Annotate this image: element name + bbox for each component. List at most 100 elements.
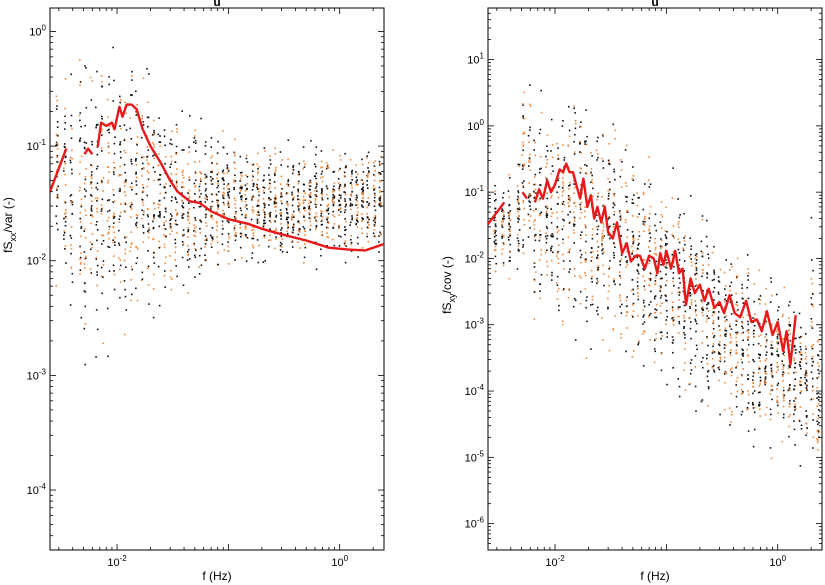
- right-scatter-point: [752, 332, 755, 335]
- left-scatter-point: [244, 206, 247, 208]
- right-scatter-point: [642, 299, 645, 302]
- right-scatter-point: [579, 142, 581, 144]
- right-scatter-point: [516, 268, 519, 270]
- right-scatter-point: [736, 345, 738, 347]
- right-scatter-point: [731, 294, 733, 296]
- left-scatter-point: [275, 206, 277, 208]
- right-scatter-point: [584, 272, 586, 274]
- right-scatter-point: [689, 237, 691, 239]
- right-scatter-point: [689, 306, 691, 308]
- left-scatter-point: [287, 224, 289, 226]
- right-scatter-point: [766, 351, 768, 354]
- left-scatter-point: [263, 234, 265, 237]
- right-scatter-point: [535, 233, 537, 236]
- right-scatter-point: [573, 183, 575, 185]
- right-scatter-point: [764, 359, 767, 362]
- right-scatter-point: [758, 366, 760, 369]
- left-scatter-point: [345, 203, 347, 205]
- left-scatter-point: [187, 192, 189, 194]
- left-scatter-point: [107, 179, 110, 182]
- left-scatter-point: [129, 250, 131, 253]
- left-scatter-point: [326, 232, 328, 234]
- left-scatter-point: [362, 189, 364, 191]
- right-scatter-point: [730, 263, 732, 265]
- right-scatter-point: [493, 233, 496, 235]
- left-scatter-point: [91, 164, 93, 167]
- left-scatter-point: [90, 194, 92, 196]
- right-scatter-point: [730, 281, 733, 284]
- left-scatter-point: [273, 230, 276, 232]
- right-scatter-point: [690, 298, 693, 301]
- left-scatter-point: [200, 221, 203, 223]
- left-scatter-point: [205, 176, 208, 178]
- right-scatter-point: [529, 193, 531, 196]
- left-scatter-point: [153, 251, 155, 254]
- right-scatter-point: [800, 367, 802, 370]
- right-scatter-point: [495, 230, 497, 232]
- right-scatter-point: [502, 242, 505, 244]
- left-scatter-point: [69, 195, 72, 197]
- right-scatter-point: [672, 277, 674, 280]
- right-scatter-point: [517, 248, 520, 251]
- left-scatter-point: [79, 217, 82, 220]
- right-scatter-point: [528, 141, 530, 143]
- left-scatter-point: [199, 205, 202, 208]
- right-scatter-point: [717, 352, 720, 355]
- left-scatter-point: [118, 221, 121, 223]
- right-scatter-point: [695, 262, 698, 265]
- right-scatter-point: [550, 150, 552, 152]
- left-scatter-point: [287, 165, 289, 168]
- left-scatter-point: [366, 155, 368, 157]
- left-scatter-point: [102, 260, 105, 262]
- left-scatter-point: [211, 162, 213, 164]
- right-scatter-point: [595, 220, 598, 222]
- right-scatter-point: [620, 217, 623, 220]
- right-scatter-point: [694, 366, 696, 368]
- left-scatter-point: [193, 206, 195, 209]
- right-scatter-point: [753, 283, 756, 285]
- left-scatter-point: [239, 155, 242, 158]
- left-scatter-point: [241, 257, 243, 259]
- right-scatter-point: [665, 237, 668, 240]
- left-scatter-point: [245, 157, 248, 160]
- left-scatter-point: [130, 163, 133, 165]
- right-scatter-point: [723, 373, 726, 375]
- right-scatter-point: [695, 269, 698, 272]
- left-scatter-point: [56, 105, 58, 107]
- right-scatter-point: [742, 316, 745, 319]
- left-scatter-point: [349, 202, 352, 205]
- left-scatter-point: [125, 266, 127, 268]
- right-scatter-point: [707, 386, 710, 388]
- left-scatter-point: [309, 228, 311, 231]
- right-scatter-point: [778, 306, 780, 308]
- right-x-tick-label: 10-2: [545, 554, 565, 569]
- left-scatter-point: [163, 243, 166, 246]
- right-scatter-point: [642, 268, 644, 270]
- left-scatter-point: [331, 238, 334, 241]
- right-scatter-point: [568, 251, 570, 253]
- right-scatter-point: [806, 427, 808, 429]
- right-scatter-point: [579, 167, 582, 169]
- left-scatter-point: [124, 181, 127, 184]
- left-scatter-point: [123, 163, 126, 166]
- right-scatter-point: [752, 404, 754, 406]
- left-scatter-point: [291, 204, 294, 207]
- right-scatter-point: [666, 332, 669, 334]
- right-scatter-point: [660, 294, 663, 297]
- left-scatter-point: [90, 195, 93, 197]
- right-scatter-point: [584, 143, 586, 145]
- left-scatter-point: [269, 228, 271, 230]
- left-scatter-point: [310, 140, 312, 142]
- right-scatter-point: [584, 210, 586, 212]
- right-scatter-point: [574, 133, 576, 136]
- left-scatter-point: [64, 245, 67, 247]
- left-scatter-point: [344, 198, 346, 200]
- right-scatter-point: [590, 251, 592, 254]
- left-scatter-point: [91, 80, 94, 82]
- right-scatter-point: [579, 217, 581, 220]
- right-scatter-point: [648, 156, 650, 158]
- right-scatter-point: [742, 391, 744, 393]
- left-scatter-point: [171, 179, 173, 182]
- left-scatter-points: [55, 46, 382, 366]
- right-scatter-point: [782, 396, 785, 398]
